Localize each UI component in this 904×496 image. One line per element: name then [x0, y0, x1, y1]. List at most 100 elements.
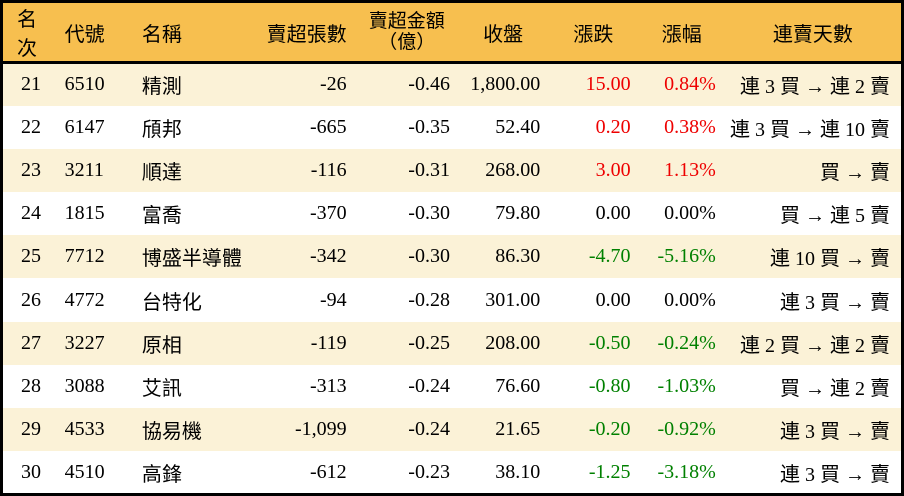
cell-code: 4533 — [64, 418, 105, 441]
table-body: 21 6510 精測 -26 -0.46 1,800.00 15.00 0.84% 連 3 買 … — [1, 62, 903, 495]
cell-code: 3088 — [64, 374, 105, 397]
column-header-sell-volume: 賣超張數 — [255, 1, 356, 64]
cell-close: 38.10 — [495, 460, 541, 483]
table-row: 22 6147 頎邦 -665 -0.35 52.40 0.20 0.38% 連 3 買 → 連… — [1, 105, 903, 149]
column-header-rank: 名次 — [1, 1, 57, 64]
cell-sell-volume: -342 — [309, 245, 347, 268]
table-row: 26 4772 台特化 -94 -0.28 301.00 0.00 0.00% 連 3 買 → … — [1, 278, 903, 322]
cell-name: 原相 — [141, 334, 182, 357]
cell-close: 301.00 — [485, 288, 541, 311]
cell-change: 3.00 — [595, 158, 631, 181]
cell-sell-amount: -0.31 — [408, 158, 450, 181]
cell-streak: 連 3 買 → 連 10 賣 — [730, 118, 890, 141]
cell-rank: 25 — [21, 245, 41, 268]
cell-name: 精測 — [141, 76, 182, 99]
cell-rank: 26 — [21, 288, 41, 311]
column-header-sell-amount-line2: （億） — [378, 32, 436, 53]
column-header-sell-amount-line1: 賣超金額 — [368, 10, 445, 32]
cell-name: 高鋒 — [141, 463, 182, 486]
cell-close: 21.65 — [495, 418, 541, 441]
cell-change-pct: -5.16% — [657, 245, 716, 268]
table-row: 27 3227 原相 -119 -0.25 208.00 -0.50 -0.24% 連 2 買 … — [1, 321, 903, 365]
cell-sell-volume: -116 — [310, 158, 347, 181]
cell-sell-amount: -0.23 — [408, 460, 450, 483]
cell-name: 台特化 — [141, 291, 202, 314]
table-row: 21 6510 精測 -26 -0.46 1,800.00 15.00 0.84% 連 3 買 … — [1, 62, 903, 106]
cell-sell-volume: -119 — [310, 331, 347, 354]
cell-rank: 28 — [21, 374, 41, 397]
cell-code: 4510 — [64, 460, 105, 483]
cell-sell-volume: -1,099 — [294, 418, 347, 441]
cell-change-pct: 1.13% — [664, 158, 716, 181]
cell-streak: 連 3 買 → 連 2 賣 — [740, 76, 890, 99]
cell-code: 6147 — [64, 115, 105, 138]
cell-change: 0.20 — [595, 115, 631, 138]
cell-streak: 連 2 買 → 連 2 賣 — [740, 334, 890, 357]
cell-streak: 連 3 買 → 賣 — [780, 463, 890, 486]
cell-code: 1815 — [64, 202, 105, 225]
table-row: 23 3211 順達 -116 -0.31 268.00 3.00 1.13% 買 → 賣 — [1, 148, 903, 193]
cell-close: 268.00 — [485, 158, 541, 181]
column-header-code: 代號 — [56, 1, 127, 64]
cell-change-pct: -0.24% — [657, 331, 716, 354]
cell-sell-amount: -0.30 — [408, 245, 450, 268]
cell-name: 艾訊 — [141, 377, 182, 400]
cell-change: 0.00 — [595, 288, 631, 311]
cell-rank: 24 — [21, 202, 41, 225]
cell-code: 3211 — [64, 158, 104, 181]
column-header-name: 名稱 — [126, 1, 256, 64]
header-row: 名次 代號 名稱 賣超張數 賣超金額 （億） 收盤 漲跌 漲幅 連賣天數 — [1, 1, 903, 64]
cell-name: 富喬 — [141, 205, 182, 228]
cell-sell-volume: -313 — [309, 374, 347, 397]
cell-streak: 連 3 買 → 賣 — [780, 421, 890, 444]
cell-close: 52.40 — [495, 115, 541, 138]
cell-change-pct: -1.03% — [657, 374, 716, 397]
cell-change: -4.70 — [588, 245, 631, 268]
column-header-change-pct: 漲幅 — [638, 1, 725, 64]
cell-rank: 23 — [21, 158, 41, 181]
cell-streak: 連 3 買 → 賣 — [780, 291, 890, 314]
table-row: 28 3088 艾訊 -313 -0.24 76.60 -0.80 -1.03% 買 → 連 2… — [1, 364, 903, 408]
cell-change: -0.20 — [588, 418, 631, 441]
column-header-streak: 連賣天數 — [724, 1, 903, 64]
cell-change-pct: 0.00% — [664, 288, 716, 311]
cell-close: 79.80 — [495, 202, 541, 225]
cell-change: -0.80 — [588, 374, 631, 397]
column-header-close: 收盤 — [457, 1, 549, 64]
cell-change-pct: 0.00% — [664, 202, 716, 225]
cell-name: 博盛半導體 — [141, 248, 242, 271]
cell-rank: 30 — [21, 460, 41, 483]
cell-code: 6510 — [64, 73, 105, 96]
cell-sell-amount: -0.35 — [408, 115, 450, 138]
cell-change: -0.50 — [588, 331, 631, 354]
cell-streak: 買 → 連 2 賣 — [780, 377, 890, 400]
table-row: 29 4533 協易機 -1,099 -0.24 21.65 -0.20 -0.92% 連 3 … — [1, 408, 903, 452]
column-header-change: 漲跌 — [548, 1, 639, 64]
cell-change: 15.00 — [585, 73, 631, 96]
cell-name: 順達 — [141, 161, 182, 184]
cell-streak: 買 → 賣 — [820, 161, 890, 184]
table-row: 24 1815 富喬 -370 -0.30 79.80 0.00 0.00% 買 → 連 5 賣 — [1, 192, 903, 236]
table-row: 25 7712 博盛半導體 -342 -0.30 86.30 -4.70 -5.16% 連 10… — [1, 235, 903, 279]
table-row: 30 4510 高鋒 -612 -0.23 38.10 -1.25 -3.18% 連 3 買 →… — [1, 451, 903, 495]
cell-change: 0.00 — [595, 202, 631, 225]
cell-sell-volume: -26 — [319, 73, 347, 96]
cell-close: 1,800.00 — [470, 73, 541, 96]
cell-sell-volume: -612 — [309, 460, 347, 483]
table-header: 名次 代號 名稱 賣超張數 賣超金額 （億） 收盤 漲跌 漲幅 連賣天數 — [1, 1, 903, 64]
cell-streak: 買 → 連 5 賣 — [780, 205, 890, 228]
cell-sell-amount: -0.25 — [408, 331, 450, 354]
cell-change-pct: -3.18% — [657, 460, 716, 483]
cell-sell-volume: -665 — [309, 115, 347, 138]
cell-name: 頎邦 — [141, 118, 182, 141]
cell-name: 協易機 — [141, 421, 202, 444]
cell-change-pct: -0.92% — [657, 418, 716, 441]
cell-sell-volume: -370 — [309, 202, 347, 225]
cell-code: 3227 — [64, 331, 105, 354]
cell-change-pct: 0.38% — [664, 115, 716, 138]
cell-rank: 29 — [21, 418, 41, 441]
cell-sell-volume: -94 — [319, 288, 347, 311]
cell-code: 4772 — [64, 288, 105, 311]
cell-close: 86.30 — [495, 245, 541, 268]
